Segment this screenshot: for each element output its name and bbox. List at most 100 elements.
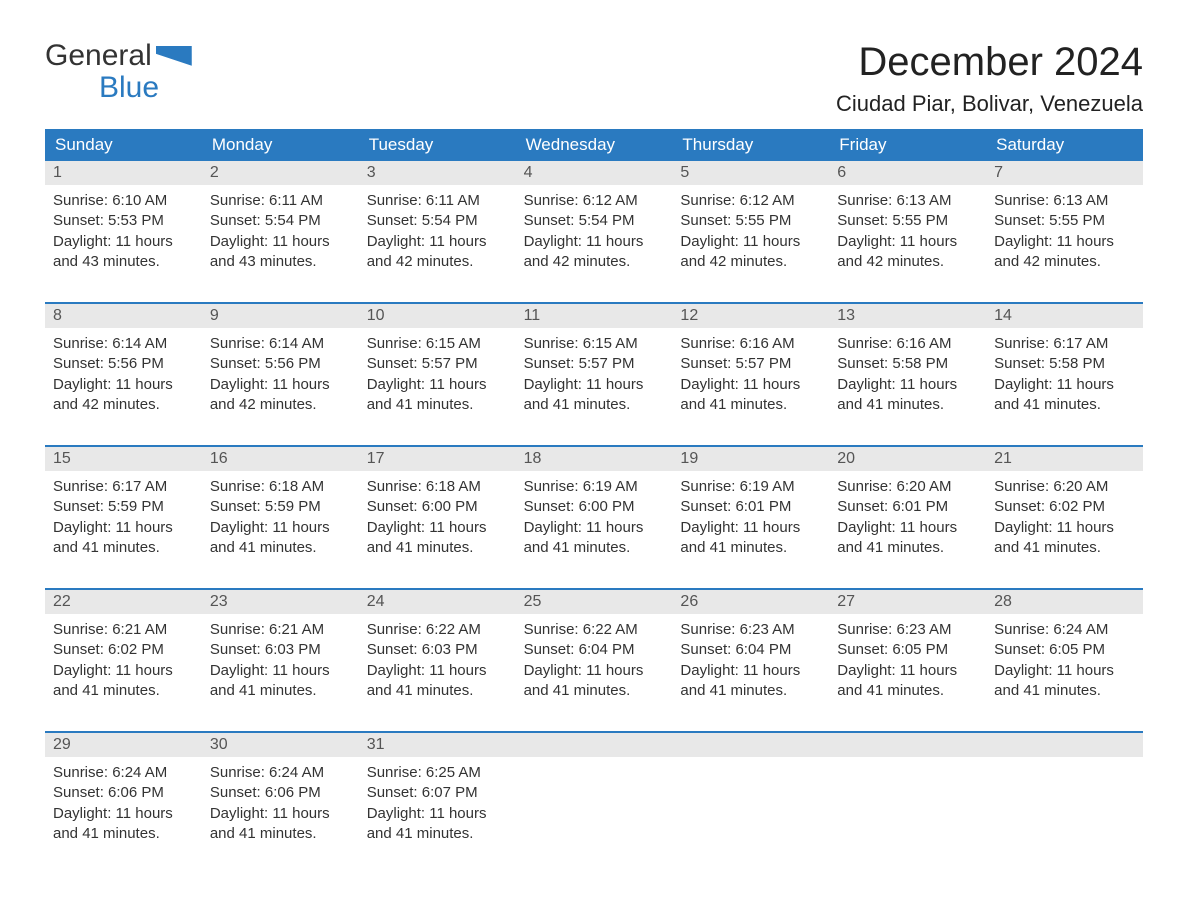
sunset-line: Sunset: 6:02 PM [53, 640, 194, 660]
daylight-line: Daylight: 11 hours and 41 minutes. [994, 661, 1135, 702]
day-number: 7 [986, 161, 1143, 185]
sunset-line: Sunset: 6:00 PM [524, 497, 665, 517]
calendar: SundayMondayTuesdayWednesdayThursdayFrid… [45, 129, 1143, 860]
day-number: 18 [516, 447, 673, 471]
page-title: December 2024 [836, 40, 1143, 85]
sunrise-line: Sunrise: 6:17 AM [994, 334, 1135, 354]
daylight-line: Daylight: 11 hours and 41 minutes. [837, 661, 978, 702]
sunset-line: Sunset: 5:54 PM [524, 211, 665, 231]
dow-saturday: Saturday [986, 129, 1143, 161]
sunset-line: Sunset: 5:57 PM [524, 354, 665, 374]
sunrise-line: Sunrise: 6:16 AM [680, 334, 821, 354]
daylight-line: Daylight: 11 hours and 41 minutes. [680, 661, 821, 702]
daylight-line: Daylight: 11 hours and 41 minutes. [367, 518, 508, 559]
sunrise-line: Sunrise: 6:21 AM [53, 620, 194, 640]
sunrise-line: Sunrise: 6:21 AM [210, 620, 351, 640]
title-block: December 2024 Ciudad Piar, Bolivar, Vene… [836, 40, 1143, 117]
day-cell: Sunrise: 6:20 AMSunset: 6:02 PMDaylight:… [986, 471, 1143, 574]
week-row: 1234567Sunrise: 6:10 AMSunset: 5:53 PMDa… [45, 161, 1143, 288]
daylight-line: Daylight: 11 hours and 41 minutes. [210, 661, 351, 702]
daylight-line: Daylight: 11 hours and 41 minutes. [367, 804, 508, 845]
daylight-line: Daylight: 11 hours and 41 minutes. [680, 375, 821, 416]
day-number-row: 22232425262728 [45, 590, 1143, 614]
sunrise-line: Sunrise: 6:10 AM [53, 191, 194, 211]
sunrise-line: Sunrise: 6:18 AM [367, 477, 508, 497]
sunset-line: Sunset: 5:59 PM [210, 497, 351, 517]
daylight-line: Daylight: 11 hours and 41 minutes. [994, 518, 1135, 559]
daylight-line: Daylight: 11 hours and 41 minutes. [524, 661, 665, 702]
day-number [672, 733, 829, 757]
daylight-line: Daylight: 11 hours and 41 minutes. [210, 518, 351, 559]
day-cell: Sunrise: 6:23 AMSunset: 6:04 PMDaylight:… [672, 614, 829, 717]
sunrise-line: Sunrise: 6:25 AM [367, 763, 508, 783]
day-cell: Sunrise: 6:17 AMSunset: 5:58 PMDaylight:… [986, 328, 1143, 431]
sunset-line: Sunset: 5:56 PM [210, 354, 351, 374]
sunset-line: Sunset: 5:59 PM [53, 497, 194, 517]
sunset-line: Sunset: 6:01 PM [680, 497, 821, 517]
day-number: 30 [202, 733, 359, 757]
daylight-line: Daylight: 11 hours and 42 minutes. [837, 232, 978, 273]
day-cell: Sunrise: 6:12 AMSunset: 5:55 PMDaylight:… [672, 185, 829, 288]
day-number-row: 293031 [45, 733, 1143, 757]
sunrise-line: Sunrise: 6:13 AM [837, 191, 978, 211]
day-cell: Sunrise: 6:18 AMSunset: 5:59 PMDaylight:… [202, 471, 359, 574]
logo-flag-icon [156, 46, 192, 66]
sunrise-line: Sunrise: 6:17 AM [53, 477, 194, 497]
daylight-line: Daylight: 11 hours and 41 minutes. [680, 518, 821, 559]
daylight-line: Daylight: 11 hours and 41 minutes. [367, 661, 508, 702]
day-cell: Sunrise: 6:21 AMSunset: 6:02 PMDaylight:… [45, 614, 202, 717]
sunset-line: Sunset: 6:07 PM [367, 783, 508, 803]
day-number: 22 [45, 590, 202, 614]
sunrise-line: Sunrise: 6:12 AM [680, 191, 821, 211]
daylight-line: Daylight: 11 hours and 41 minutes. [524, 518, 665, 559]
day-cell: Sunrise: 6:22 AMSunset: 6:04 PMDaylight:… [516, 614, 673, 717]
sunrise-line: Sunrise: 6:18 AM [210, 477, 351, 497]
day-cell: Sunrise: 6:11 AMSunset: 5:54 PMDaylight:… [359, 185, 516, 288]
sunset-line: Sunset: 6:03 PM [367, 640, 508, 660]
daylight-line: Daylight: 11 hours and 41 minutes. [53, 518, 194, 559]
day-number-row: 1234567 [45, 161, 1143, 185]
day-cell: Sunrise: 6:14 AMSunset: 5:56 PMDaylight:… [45, 328, 202, 431]
day-number: 16 [202, 447, 359, 471]
day-number: 14 [986, 304, 1143, 328]
logo: General Blue [45, 40, 192, 103]
sunset-line: Sunset: 5:57 PM [367, 354, 508, 374]
sunrise-line: Sunrise: 6:24 AM [53, 763, 194, 783]
day-number: 28 [986, 590, 1143, 614]
sunrise-line: Sunrise: 6:23 AM [837, 620, 978, 640]
day-cell: Sunrise: 6:12 AMSunset: 5:54 PMDaylight:… [516, 185, 673, 288]
sunrise-line: Sunrise: 6:15 AM [524, 334, 665, 354]
sunrise-line: Sunrise: 6:15 AM [367, 334, 508, 354]
day-cell: Sunrise: 6:25 AMSunset: 6:07 PMDaylight:… [359, 757, 516, 860]
day-number: 19 [672, 447, 829, 471]
day-number [516, 733, 673, 757]
day-cell: Sunrise: 6:21 AMSunset: 6:03 PMDaylight:… [202, 614, 359, 717]
daylight-line: Daylight: 11 hours and 42 minutes. [367, 232, 508, 273]
day-number: 5 [672, 161, 829, 185]
day-number [986, 733, 1143, 757]
daylight-line: Daylight: 11 hours and 42 minutes. [680, 232, 821, 273]
day-cell: Sunrise: 6:15 AMSunset: 5:57 PMDaylight:… [516, 328, 673, 431]
logo-word-1: General [45, 40, 152, 72]
week-row: 15161718192021Sunrise: 6:17 AMSunset: 5:… [45, 445, 1143, 574]
sunset-line: Sunset: 6:01 PM [837, 497, 978, 517]
day-cell: Sunrise: 6:24 AMSunset: 6:06 PMDaylight:… [45, 757, 202, 860]
dow-monday: Monday [202, 129, 359, 161]
day-cell: Sunrise: 6:23 AMSunset: 6:05 PMDaylight:… [829, 614, 986, 717]
day-number: 24 [359, 590, 516, 614]
daylight-line: Daylight: 11 hours and 41 minutes. [994, 375, 1135, 416]
day-number-row: 891011121314 [45, 304, 1143, 328]
day-cell: Sunrise: 6:20 AMSunset: 6:01 PMDaylight:… [829, 471, 986, 574]
sunrise-line: Sunrise: 6:14 AM [210, 334, 351, 354]
day-cell: Sunrise: 6:18 AMSunset: 6:00 PMDaylight:… [359, 471, 516, 574]
sunset-line: Sunset: 6:06 PM [210, 783, 351, 803]
daylight-line: Daylight: 11 hours and 41 minutes. [837, 375, 978, 416]
sunset-line: Sunset: 6:04 PM [680, 640, 821, 660]
day-cell: Sunrise: 6:15 AMSunset: 5:57 PMDaylight:… [359, 328, 516, 431]
sunrise-line: Sunrise: 6:24 AM [994, 620, 1135, 640]
sunrise-line: Sunrise: 6:20 AM [994, 477, 1135, 497]
dow-wednesday: Wednesday [516, 129, 673, 161]
day-number: 8 [45, 304, 202, 328]
sunset-line: Sunset: 5:54 PM [210, 211, 351, 231]
day-of-week-header: SundayMondayTuesdayWednesdayThursdayFrid… [45, 129, 1143, 161]
